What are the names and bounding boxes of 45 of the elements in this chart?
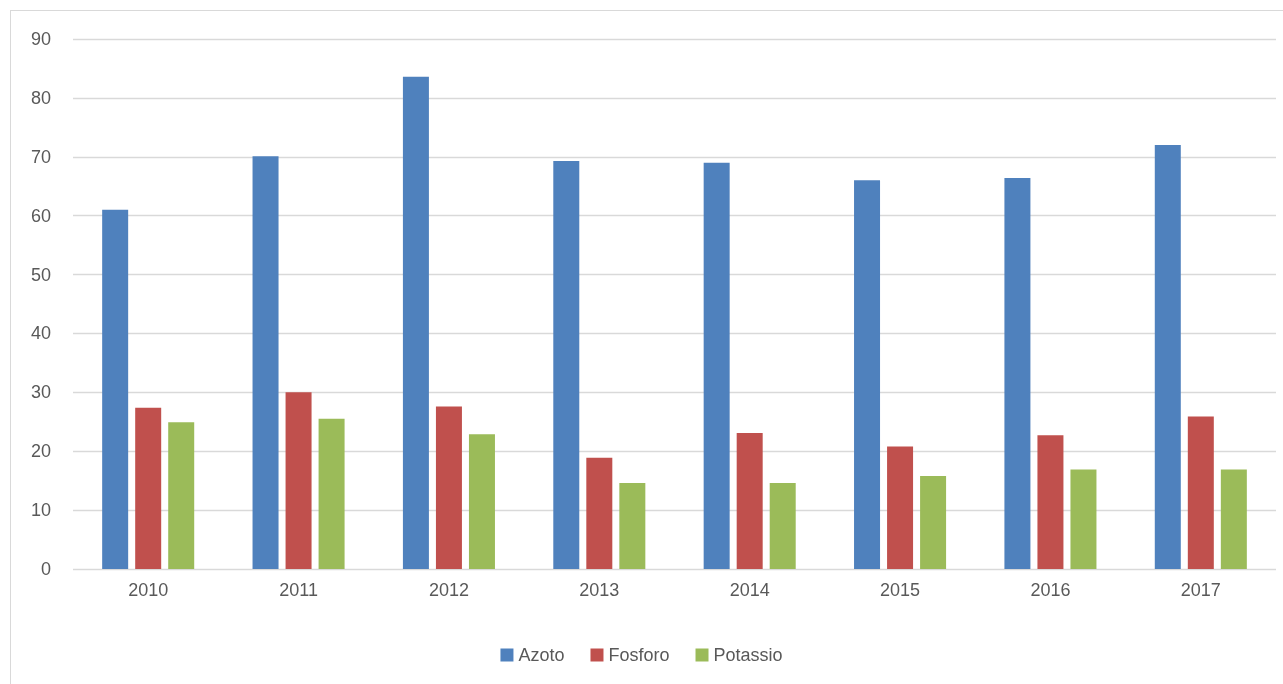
bar bbox=[168, 422, 195, 569]
bar bbox=[854, 180, 881, 569]
bar bbox=[586, 457, 613, 569]
x-tick-label: 2012 bbox=[428, 580, 469, 600]
y-tick-label: 10 bbox=[30, 500, 51, 521]
x-tick-label: 2017 bbox=[1180, 580, 1221, 600]
bar bbox=[1220, 469, 1247, 569]
bar bbox=[402, 76, 429, 569]
bar bbox=[619, 483, 646, 569]
bar bbox=[318, 418, 345, 569]
y-tick-label: 70 bbox=[30, 146, 51, 167]
y-tick-label: 60 bbox=[30, 205, 51, 226]
bar bbox=[1070, 469, 1097, 569]
legend-label: Azoto bbox=[518, 645, 565, 665]
bar bbox=[769, 483, 796, 569]
y-tick-label: 20 bbox=[30, 441, 51, 462]
y-tick-label: 30 bbox=[30, 382, 51, 403]
y-tick-label: 80 bbox=[30, 87, 51, 108]
bar bbox=[102, 209, 129, 569]
bar bbox=[887, 446, 914, 569]
y-tick-label: 0 bbox=[40, 559, 51, 579]
bar bbox=[468, 434, 495, 569]
bar bbox=[703, 162, 730, 569]
legend-label: Fosforo bbox=[608, 645, 670, 665]
bar bbox=[1004, 177, 1031, 569]
x-tick-label: 2011 bbox=[279, 580, 318, 600]
x-tick-label: 2010 bbox=[128, 580, 169, 600]
bar bbox=[1187, 416, 1214, 569]
bar bbox=[553, 160, 580, 569]
bar bbox=[1154, 145, 1181, 569]
bar bbox=[736, 432, 763, 569]
bar bbox=[252, 156, 279, 569]
legend-label: Potassio bbox=[713, 645, 783, 665]
x-tick-label: 2016 bbox=[1030, 580, 1071, 600]
bar bbox=[435, 406, 462, 569]
bar bbox=[285, 392, 312, 569]
x-tick-label: 2014 bbox=[729, 580, 770, 600]
y-tick-label: 90 bbox=[30, 29, 51, 49]
x-tick-label: 2015 bbox=[880, 580, 921, 600]
y-tick-label: 50 bbox=[30, 264, 51, 285]
x-tick-label: 2013 bbox=[579, 580, 620, 600]
bar bbox=[1037, 435, 1064, 569]
bar bbox=[920, 475, 947, 569]
y-tick-label: 40 bbox=[30, 323, 51, 344]
bar bbox=[135, 407, 162, 569]
